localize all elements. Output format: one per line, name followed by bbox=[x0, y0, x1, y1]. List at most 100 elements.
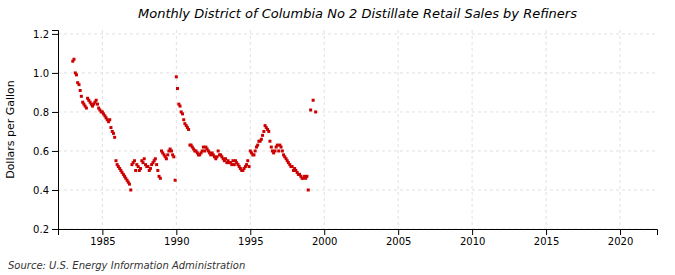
point bbox=[187, 128, 190, 131]
x-tick: 1985 bbox=[90, 229, 115, 247]
x-tick-mark bbox=[472, 229, 473, 235]
grid-line-y bbox=[58, 33, 657, 34]
x-tick-label: 2020 bbox=[608, 236, 633, 247]
point bbox=[175, 75, 178, 78]
annotation: Source: U.S. Energy Information Administ… bbox=[8, 260, 245, 271]
x-axis-line bbox=[59, 230, 658, 236]
y-tick-mark bbox=[52, 73, 58, 74]
x-tick-label: 2015 bbox=[534, 236, 559, 247]
y-tick: 0.4 bbox=[33, 185, 58, 196]
grid-line-x bbox=[102, 30, 103, 229]
point bbox=[108, 118, 111, 121]
x-tick: 1995 bbox=[238, 229, 263, 247]
point bbox=[176, 87, 179, 90]
point bbox=[79, 89, 82, 92]
y-tick: 1.2 bbox=[33, 29, 58, 40]
grid-line-x bbox=[250, 30, 251, 229]
point bbox=[80, 95, 83, 98]
grid-line-x bbox=[546, 30, 547, 229]
point bbox=[149, 167, 152, 170]
grid-line-x bbox=[472, 30, 473, 229]
point bbox=[133, 159, 136, 162]
grid-line-x bbox=[398, 30, 399, 229]
y-tick-label: 1.0 bbox=[33, 68, 49, 79]
point bbox=[270, 146, 273, 149]
x-tick-label: 1990 bbox=[164, 236, 189, 247]
point bbox=[268, 140, 271, 143]
point bbox=[134, 169, 137, 172]
point bbox=[309, 108, 312, 111]
point bbox=[155, 163, 158, 166]
y-tick: 0.2 bbox=[33, 224, 58, 235]
y-tick-mark bbox=[52, 229, 58, 230]
title: Monthly District of Columbia No 2 Distil… bbox=[138, 6, 577, 21]
point bbox=[254, 149, 257, 152]
x-tick-mark bbox=[250, 229, 251, 235]
point bbox=[85, 107, 88, 110]
point bbox=[182, 118, 185, 121]
y-tick-label: 0.6 bbox=[33, 146, 49, 157]
point bbox=[139, 167, 142, 170]
point bbox=[260, 138, 263, 141]
x-tick-label: 2005 bbox=[386, 236, 411, 247]
point bbox=[267, 130, 270, 133]
x-axis: 1985 1990 1995 2000 2005 2010 2015 2020 bbox=[59, 229, 658, 247]
point bbox=[165, 157, 168, 160]
point bbox=[172, 155, 175, 158]
point bbox=[277, 149, 280, 152]
point bbox=[170, 149, 173, 152]
x-tick-mark bbox=[324, 229, 325, 235]
point bbox=[166, 153, 169, 156]
chart-svg: 198519901995200020052010201520200.20.40.… bbox=[0, 0, 675, 275]
point bbox=[143, 157, 146, 160]
grid-line-y bbox=[58, 150, 657, 151]
y-axis-title: Dollars per Gallon bbox=[4, 80, 17, 179]
x-tick-label: 2000 bbox=[312, 236, 337, 247]
grid-line-x bbox=[620, 30, 621, 229]
point bbox=[314, 110, 317, 113]
x-tick: 2020 bbox=[608, 229, 633, 247]
x-tick-mark bbox=[176, 229, 177, 235]
point bbox=[95, 99, 98, 102]
point bbox=[159, 177, 162, 180]
point bbox=[75, 73, 78, 76]
y-tick: 1.0 bbox=[33, 68, 58, 79]
point bbox=[280, 146, 283, 149]
y-tick-label: 0.2 bbox=[33, 224, 49, 235]
points bbox=[71, 58, 317, 192]
x-tick: 2000 bbox=[312, 229, 337, 247]
point bbox=[154, 157, 157, 160]
x-tick-label: 1985 bbox=[90, 236, 115, 247]
x-tick-mark bbox=[620, 229, 621, 235]
point bbox=[273, 149, 276, 152]
point bbox=[112, 132, 115, 135]
grid-line-x bbox=[324, 30, 325, 229]
x-tick: 2005 bbox=[386, 229, 411, 247]
point bbox=[128, 183, 131, 186]
point bbox=[256, 144, 259, 147]
grid-line-y bbox=[58, 72, 657, 73]
x-tick-label: 2010 bbox=[460, 236, 485, 247]
y-axis: 0.2 0.4 0.6 0.8 1.0 1.2 bbox=[33, 29, 58, 235]
grid-line-y bbox=[58, 111, 657, 112]
y-tick-label: 0.4 bbox=[33, 185, 49, 196]
point bbox=[246, 159, 249, 162]
point bbox=[156, 169, 159, 172]
point bbox=[96, 103, 99, 106]
plot-area: 198519901995200020052010201520200.20.40.… bbox=[33, 29, 657, 247]
x-tick-mark bbox=[102, 229, 103, 235]
chart-container: 198519901995200020052010201520200.20.40.… bbox=[0, 0, 675, 275]
x-tick: 2010 bbox=[460, 229, 485, 247]
point bbox=[179, 105, 182, 108]
y-axis-line bbox=[52, 31, 59, 230]
point bbox=[281, 149, 284, 152]
y-tick-mark bbox=[52, 112, 58, 113]
point bbox=[262, 130, 265, 133]
y-tick: 0.8 bbox=[33, 107, 58, 118]
point bbox=[261, 134, 264, 137]
point bbox=[307, 188, 310, 191]
grid-line-y bbox=[58, 189, 657, 190]
point bbox=[113, 136, 116, 139]
x-tick-label: 1995 bbox=[238, 236, 263, 247]
point bbox=[305, 175, 308, 178]
